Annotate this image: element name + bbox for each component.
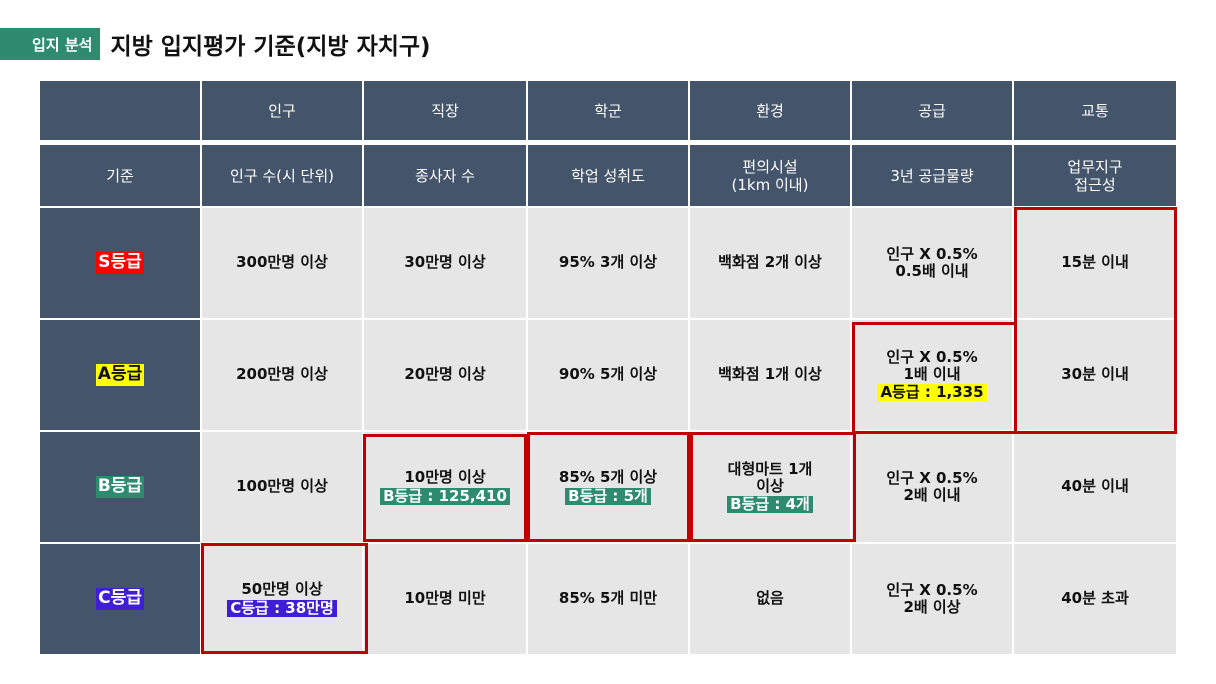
grade-badge-a: A등급 [95, 364, 145, 386]
emphasis-box-supply-a [852, 322, 1017, 434]
table-cell: 백화점 2개 이상 [690, 208, 852, 320]
header-corner [40, 81, 202, 145]
section-tag: 입지 분석 [30, 28, 101, 60]
table-cell: 10만명 미만 [364, 544, 528, 656]
table-row-b: B등급 100만명 이상 10만명 이상 B등급 : 125,410 85% 5… [40, 432, 1176, 544]
highlight-a-supply: A등급 : 1,335 [877, 383, 987, 402]
header-transport: 교통 [1014, 81, 1176, 145]
cell-text: 대형마트 1개 이상 [727, 459, 813, 495]
table-cell: 300만명 이상 [202, 208, 364, 320]
emphasis-box-school-b [527, 432, 690, 542]
table-cell: 50만명 이상 C등급 : 38만명 [202, 544, 364, 656]
grade-badge-b: B등급 [95, 476, 145, 498]
table-cell: 10만명 이상 B등급 : 125,410 [364, 432, 528, 544]
header-row-category: 인구 직장 학군 환경 공급 교통 [40, 81, 1176, 145]
header-workplace: 직장 [364, 81, 528, 145]
table-cell: 30분 이내 [1014, 320, 1176, 432]
table-row-s: S등급 300만명 이상 30만명 이상 95% 3개 이상 백화점 2개 이상… [40, 208, 1176, 320]
grade-badge-c: C등급 [96, 588, 144, 610]
emphasis-box-env-b [690, 432, 856, 542]
grade-label-c: C등급 [40, 544, 202, 656]
header-supply: 공급 [852, 81, 1014, 145]
header-worker-count: 종사자 수 [364, 145, 528, 208]
table-cell: 인구 X 0.5% 2배 이내 [852, 432, 1014, 544]
header-population-count: 인구 수(시 단위) [202, 145, 364, 208]
grade-label-s: S등급 [40, 208, 202, 320]
table-cell: 인구 X 0.5% 2배 이상 [852, 544, 1014, 656]
table-cell: 15분 이내 [1014, 208, 1176, 320]
cell-text: 인구 X 0.5% 1배 이내 [886, 347, 978, 383]
emphasis-box-transport [1014, 207, 1177, 434]
emphasis-box-workers-b [363, 434, 527, 542]
title-bar: 입지 분석 지방 입지평가 기준(지방 자치구) [0, 28, 431, 60]
table-cell: 40분 초과 [1014, 544, 1176, 656]
table-cell: 30만명 이상 [364, 208, 528, 320]
table-cell: 없음 [690, 544, 852, 656]
header-row-criteria: 기준 인구 수(시 단위) 종사자 수 학업 성취도 편의시설 (1km 이내)… [40, 145, 1176, 208]
table-cell: 20만명 이상 [364, 320, 528, 432]
header-academic: 학업 성취도 [528, 145, 690, 208]
table-cell: 인구 X 0.5% 1배 이내 A등급 : 1,335 [852, 320, 1014, 432]
table-cell: 대형마트 1개 이상 B등급 : 4개 [690, 432, 852, 544]
table-cell: 85% 5개 이상 B등급 : 5개 [528, 432, 690, 544]
title-accent-bar [0, 28, 30, 60]
grade-badge-s: S등급 [96, 252, 144, 274]
table-cell: 백화점 1개 이상 [690, 320, 852, 432]
grade-label-a: A등급 [40, 320, 202, 432]
table-cell: 인구 X 0.5% 0.5배 이내 [852, 208, 1014, 320]
header-business-access: 업무지구 접근성 [1014, 145, 1176, 208]
page-title: 지방 입지평가 기준(지방 자치구) [110, 34, 431, 60]
grade-label-b: B등급 [40, 432, 202, 544]
cell-text: 10만명 이상 [404, 468, 486, 487]
highlight-b-school: B등급 : 5개 [565, 487, 651, 505]
table-row-a: A등급 200만명 이상 20만명 이상 90% 5개 이상 백화점 1개 이상… [40, 320, 1176, 432]
table-cell: 40분 이내 [1014, 432, 1176, 544]
header-amenities: 편의시설 (1km 이내) [690, 145, 852, 208]
highlight-c-population: C등급 : 38만명 [227, 599, 337, 617]
header-supply-volume: 3년 공급물량 [852, 145, 1014, 208]
highlight-b-env: B등급 : 4개 [727, 495, 813, 514]
criteria-table: 인구 직장 학군 환경 공급 교통 기준 인구 수(시 단위) 종사자 수 학업… [40, 81, 1176, 656]
table-row-c: C등급 50만명 이상 C등급 : 38만명 10만명 미만 85% 5개 미만… [40, 544, 1176, 656]
table-cell: 200만명 이상 [202, 320, 364, 432]
cell-text: 85% 5개 이상 [558, 468, 658, 487]
table-cell: 90% 5개 이상 [528, 320, 690, 432]
emphasis-box-population-c [201, 543, 368, 654]
header-school: 학군 [528, 81, 690, 145]
cell-text: 50만명 이상 [241, 580, 323, 599]
header-population: 인구 [202, 81, 364, 145]
table-cell: 95% 3개 이상 [528, 208, 690, 320]
header-criteria: 기준 [40, 145, 202, 208]
table-cell: 100만명 이상 [202, 432, 364, 544]
table-cell: 85% 5개 미만 [528, 544, 690, 656]
header-environment: 환경 [690, 81, 852, 145]
highlight-b-workers: B등급 : 125,410 [380, 487, 510, 505]
